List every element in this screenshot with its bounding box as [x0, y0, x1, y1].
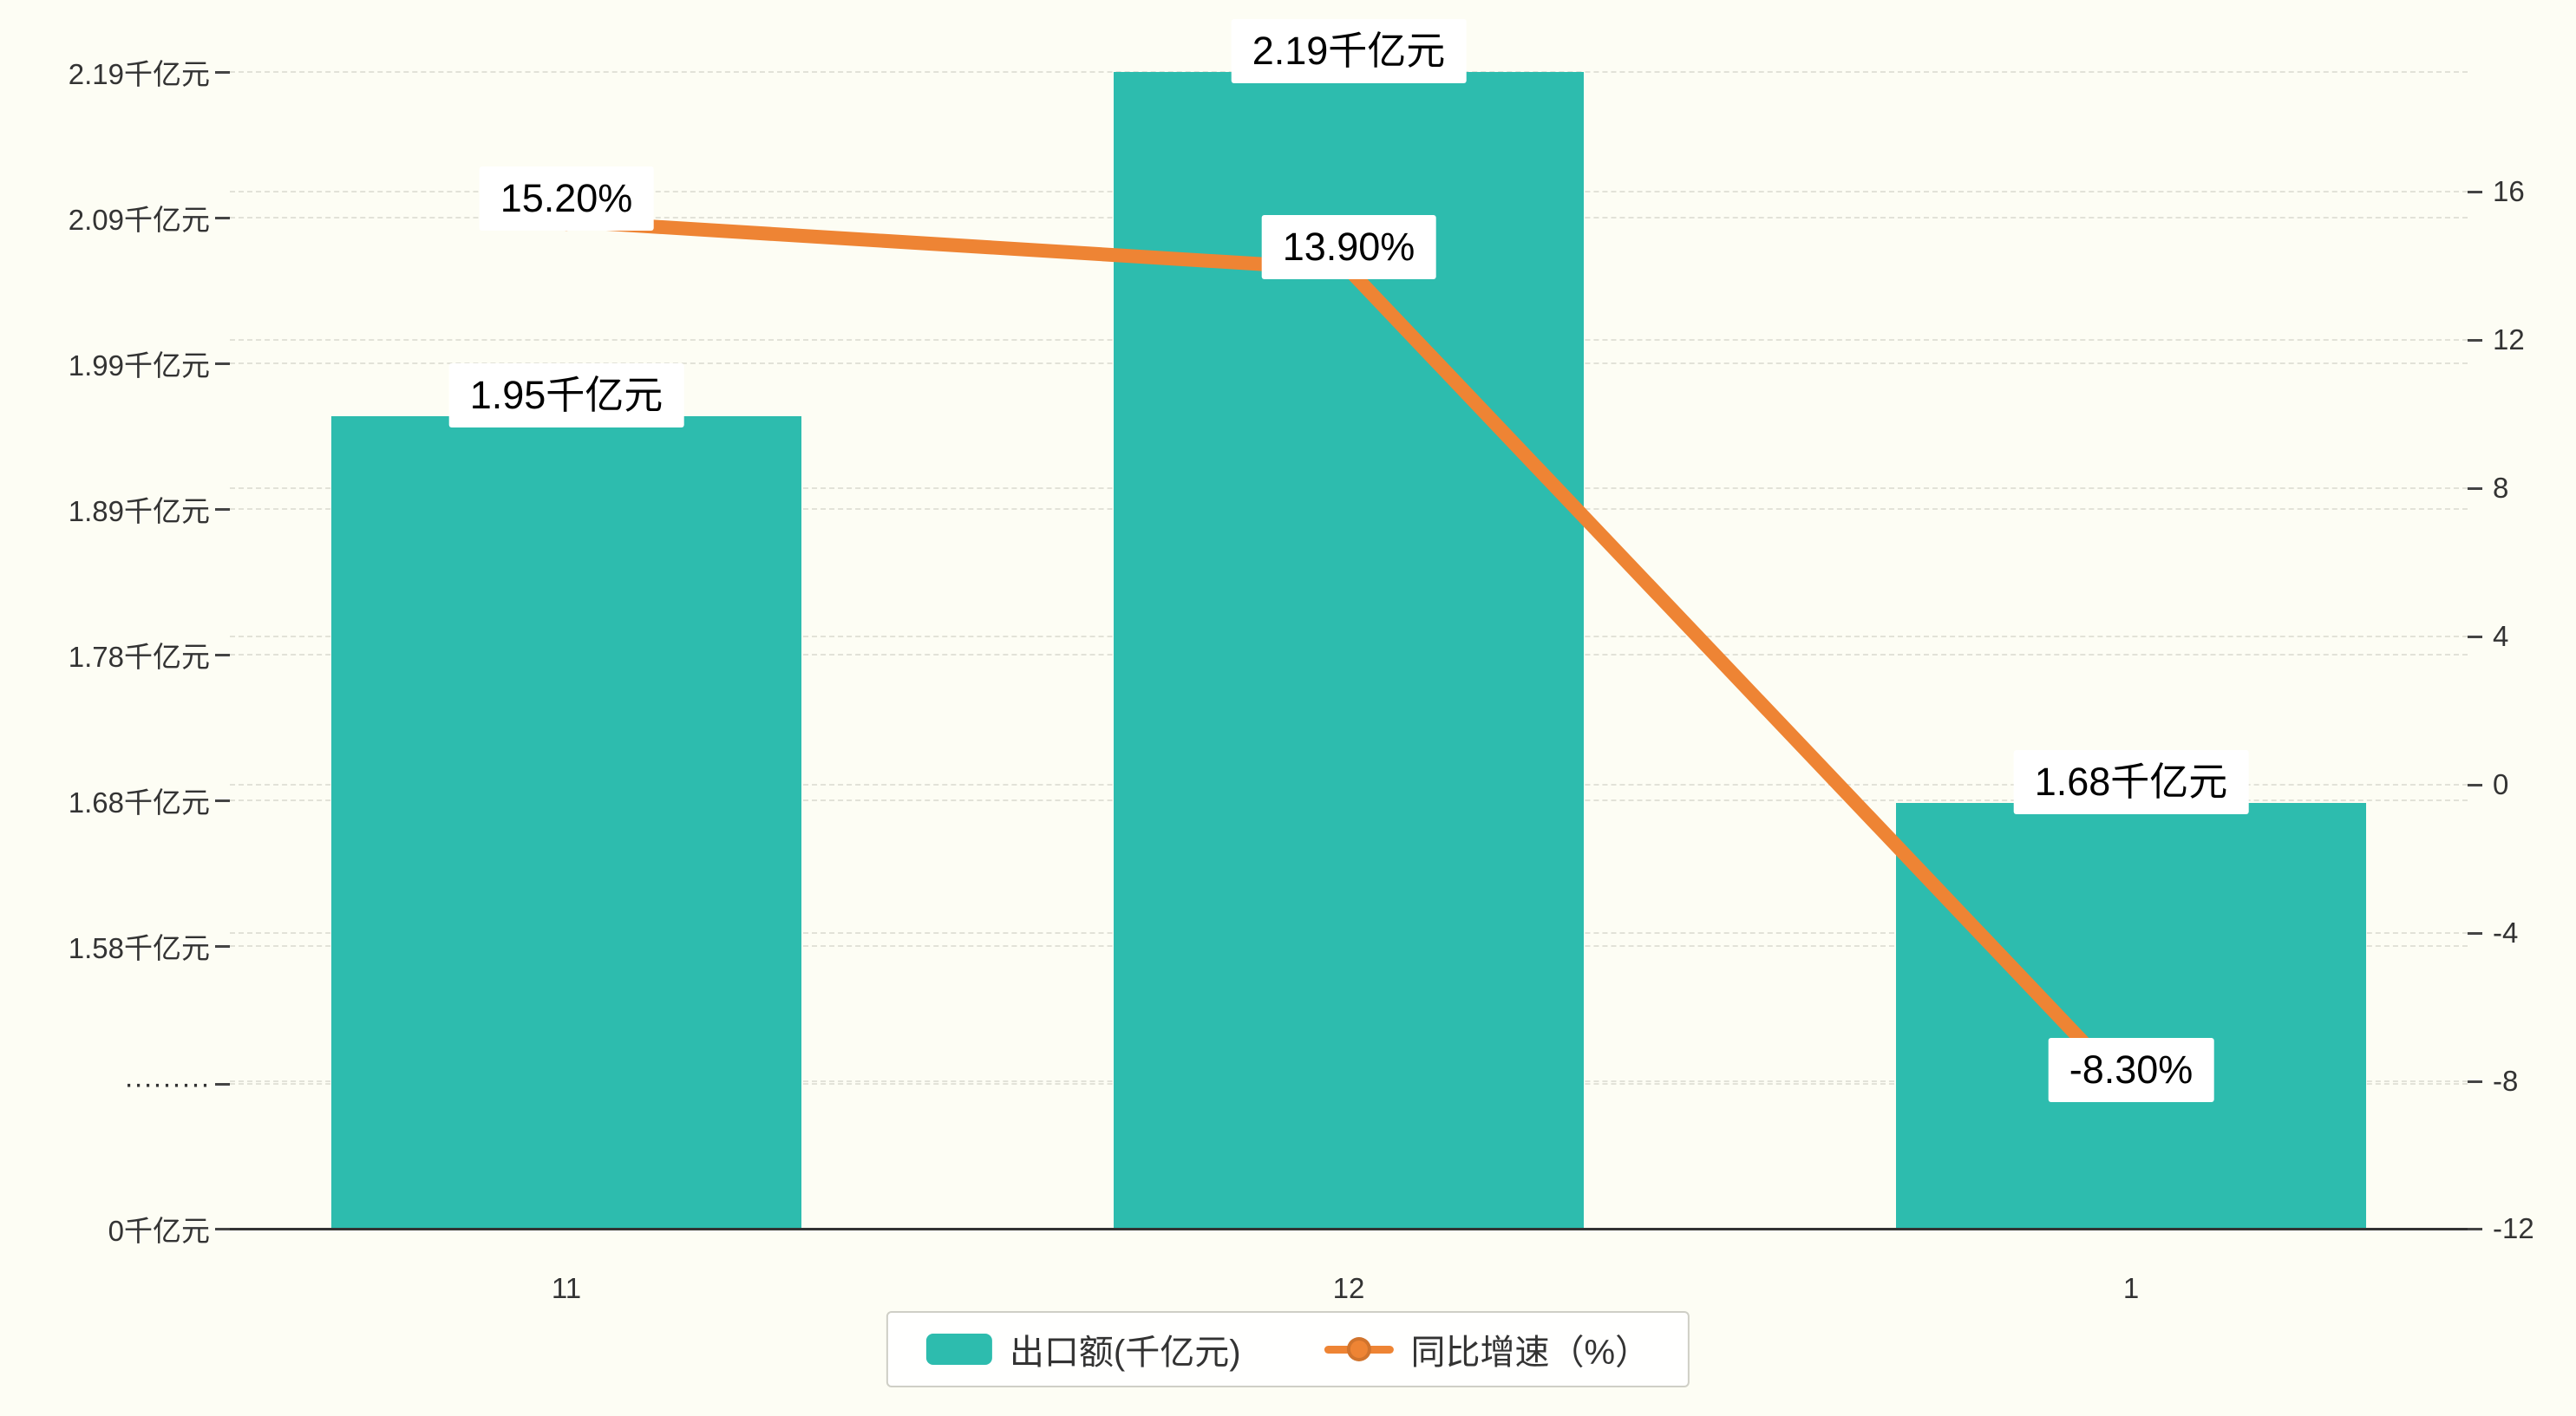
- right-axis-tick-label: 8: [2493, 472, 2509, 504]
- right-axis-tick-label: -4: [2493, 917, 2519, 949]
- x-axis-category-label-11: 11: [551, 1272, 582, 1304]
- right-axis-tick: [2468, 636, 2482, 638]
- right-axis-tick: [2468, 487, 2482, 490]
- line-series-swatch-icon: [1324, 1334, 1394, 1365]
- right-axis-tick-label: -12: [2493, 1212, 2534, 1244]
- right-axis-tick: [2468, 1080, 2482, 1083]
- right-axis-tick-label: 0: [2493, 768, 2509, 800]
- line-value-label-12: 13.90%: [1261, 214, 1436, 279]
- right-axis-tick: [2468, 932, 2482, 935]
- x-axis-category-label-1: 1: [2122, 1272, 2140, 1304]
- bar-11[interactable]: [331, 415, 801, 1229]
- left-axis-break-dots: ·········: [124, 1067, 210, 1100]
- legend-item-yoy-growth[interactable]: 同比增速（%）: [1324, 1324, 1651, 1374]
- bar-series-swatch-icon: [925, 1334, 992, 1365]
- right-axis-tick-label: -8: [2493, 1065, 2519, 1097]
- right-axis-tick-label: 16: [2493, 175, 2525, 207]
- left-axis-tick-label: 1.78千亿元: [68, 641, 210, 673]
- left-axis-tick: [215, 217, 230, 219]
- right-axis-tick: [2468, 339, 2482, 342]
- legend-label-export-amount: 出口额(千亿元): [1009, 1334, 1241, 1372]
- left-axis-tick-label: 2.19千亿元: [68, 58, 210, 90]
- growth-line[interactable]: [559, 214, 2138, 1100]
- right-axis-tick-label: 4: [2493, 620, 2509, 652]
- line-value-label-1: -8.30%: [2048, 1037, 2214, 1102]
- x-axis-line: [230, 1228, 2468, 1230]
- left-axis-tick-label: 2.09千亿元: [68, 204, 210, 236]
- left-axis-tick-label: 0千亿元: [108, 1215, 210, 1247]
- left-axis-tick: [215, 654, 230, 656]
- left-axis-tick-label: 1.99千亿元: [68, 349, 210, 382]
- left-axis-tick: [215, 362, 230, 365]
- left-axis-tick-label: 1.68千亿元: [68, 786, 210, 819]
- bar-value-label-12: 2.19千亿元: [1231, 19, 1467, 83]
- line-swatch-marker: [1346, 1337, 1371, 1361]
- left-axis-tick: [215, 508, 230, 511]
- legend-item-export-amount[interactable]: 出口额(千亿元): [925, 1324, 1241, 1374]
- left-axis-tick: [215, 1228, 230, 1230]
- left-axis-tick-label: 1.58千亿元: [68, 932, 210, 964]
- left-axis-tick-label: 1.89千亿元: [68, 495, 210, 527]
- left-axis-tick: [215, 799, 230, 802]
- left-axis-tick: [215, 945, 230, 948]
- right-axis-tick: [2468, 1228, 2482, 1230]
- x-axis-category-label-12: 12: [1332, 1272, 1365, 1304]
- bar-1[interactable]: [1896, 802, 2366, 1229]
- right-axis-tick-label: 12: [2493, 323, 2525, 356]
- bar-value-label-1: 1.68千亿元: [2013, 749, 2249, 814]
- legend: 出口额(千亿元) 同比增速（%）: [886, 1311, 1690, 1387]
- right-axis-tick: [2468, 191, 2482, 193]
- line-value-label-11: 15.20%: [479, 166, 654, 232]
- legend-label-yoy-growth: 同比增速（%）: [1410, 1334, 1651, 1372]
- left-axis-tick: [215, 1083, 230, 1086]
- right-axis-tick: [2468, 784, 2482, 786]
- left-axis-tick: [215, 71, 230, 74]
- bar-value-label-11: 1.95千亿元: [448, 362, 684, 427]
